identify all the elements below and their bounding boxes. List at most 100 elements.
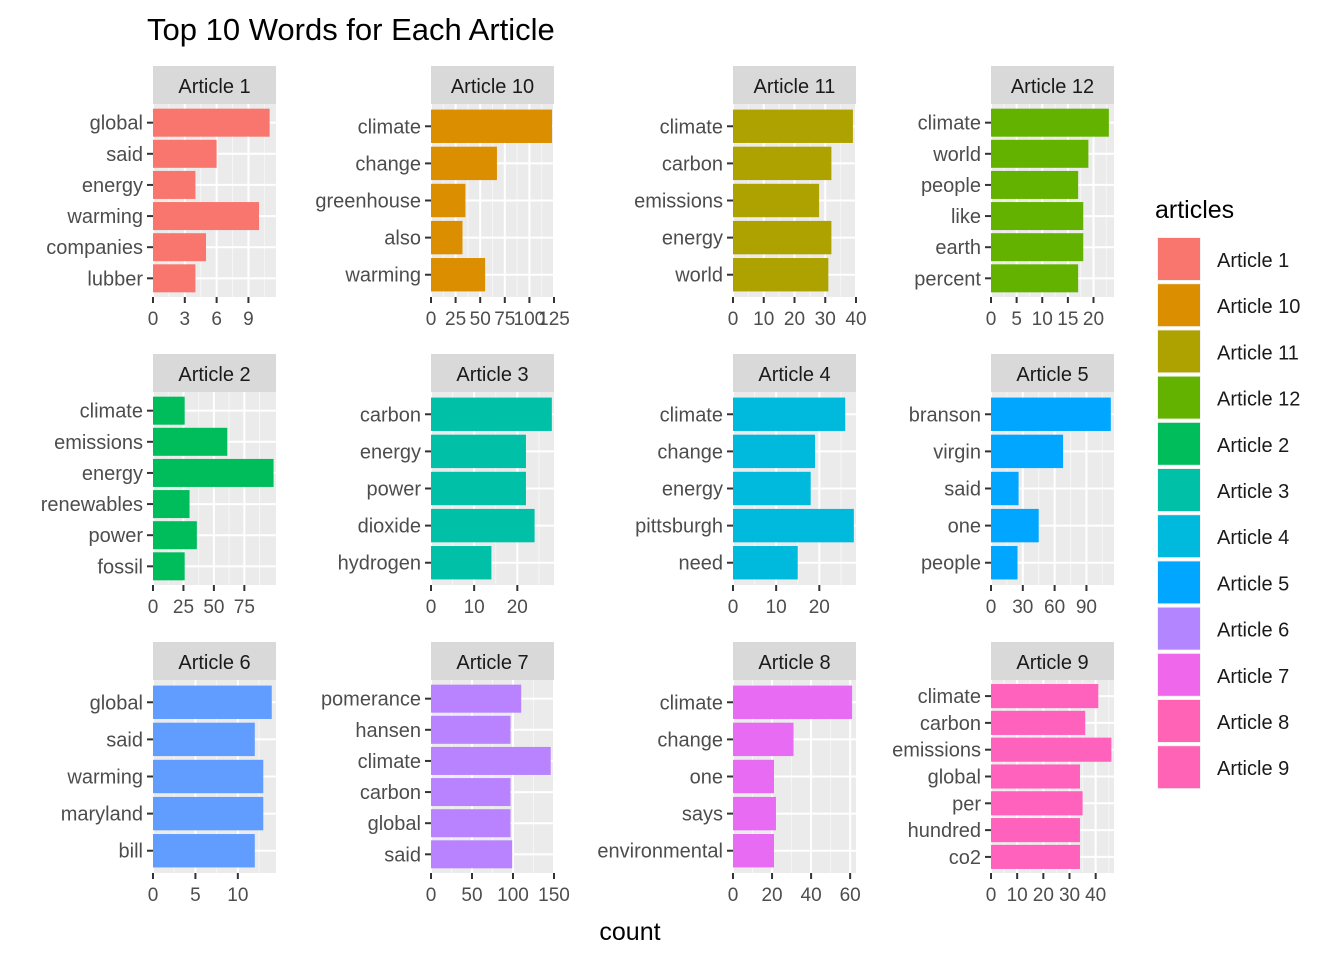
bar	[153, 202, 260, 231]
category-label: carbon	[920, 713, 981, 735]
bar	[991, 818, 1080, 843]
x-tick-label: 0	[426, 885, 437, 906]
category-label: pittsburgh	[635, 516, 723, 538]
category-label: hansen	[355, 720, 421, 742]
category-label: change	[657, 729, 723, 751]
x-tick-label: 0	[148, 309, 159, 330]
bar	[991, 508, 1039, 543]
bar	[431, 183, 466, 218]
bar	[153, 552, 185, 581]
x-tick-label: 75	[494, 309, 515, 330]
legend-key	[1158, 700, 1200, 742]
x-tick-label: 90	[1076, 597, 1097, 618]
facet-panel: Article 6 global said warming maryland bill 0 5…	[61, 642, 276, 906]
bar	[153, 139, 217, 168]
bar	[991, 139, 1089, 168]
category-label: warming	[66, 206, 143, 228]
category-label: virgin	[933, 441, 981, 463]
category-label: global	[928, 767, 981, 789]
bar	[153, 233, 207, 262]
category-label: hydrogen	[338, 553, 421, 575]
facet-title: Article 4	[758, 364, 830, 386]
legend-entry: Article 6	[1157, 606, 1289, 651]
legend-label: Article 8	[1217, 712, 1289, 734]
category-label: energy	[360, 441, 421, 463]
category-label: carbon	[662, 153, 723, 175]
category-label: per	[952, 793, 981, 815]
x-tick-label: 20	[761, 885, 782, 906]
bar	[733, 546, 798, 580]
bar	[431, 840, 513, 869]
x-tick-label: 0	[728, 885, 739, 906]
category-label: carbon	[360, 404, 421, 426]
facet-strip	[991, 354, 1114, 392]
category-label: fossil	[97, 556, 143, 578]
facet-title: Article 6	[178, 652, 250, 674]
bar	[153, 170, 196, 199]
x-tick-label: 30	[1059, 885, 1080, 906]
facet-title: Article 1	[178, 76, 250, 98]
category-label: carbon	[360, 782, 421, 804]
facet-strip	[733, 642, 856, 680]
category-label: says	[682, 804, 723, 826]
category-label: climate	[918, 686, 981, 708]
legend-entry: Article 11	[1157, 329, 1299, 374]
category-label: warming	[66, 767, 143, 789]
category-label: energy	[662, 228, 723, 250]
facet-strip	[153, 642, 276, 680]
legend-label: Article 7	[1217, 666, 1289, 688]
legend-entry: Article 1	[1157, 237, 1289, 281]
bar	[733, 759, 774, 794]
bar	[431, 809, 511, 838]
bar	[991, 170, 1079, 199]
category-label: said	[106, 144, 143, 166]
facet-title: Article 3	[456, 364, 528, 386]
category-label: said	[384, 844, 421, 866]
facet-title: Article 5	[1016, 364, 1088, 386]
bar	[991, 202, 1084, 231]
x-tick-label: 50	[470, 309, 491, 330]
legend-key	[1158, 238, 1200, 280]
legend-key	[1158, 607, 1200, 650]
bar	[733, 183, 820, 218]
category-label: said	[944, 479, 981, 501]
legend-entry: Article 9	[1157, 745, 1289, 790]
category-label: global	[90, 113, 143, 135]
bar	[431, 546, 492, 580]
facet-title: Article 2	[178, 364, 250, 386]
bar	[153, 264, 196, 293]
x-tick-label: 20	[809, 597, 830, 618]
category-label: power	[89, 525, 144, 547]
legend-key	[1158, 469, 1200, 511]
category-label: climate	[660, 692, 723, 714]
bar	[153, 722, 255, 757]
category-label: world	[932, 144, 981, 166]
bar	[153, 396, 185, 425]
bar	[991, 397, 1111, 431]
category-label: warming	[344, 265, 421, 287]
legend-key	[1158, 746, 1200, 789]
legend-label: Article 11	[1217, 342, 1299, 364]
category-label: climate	[918, 113, 981, 135]
category-label: branson	[909, 404, 981, 426]
legend-entry: Article 3	[1157, 468, 1289, 512]
x-tick-label: 3	[180, 309, 191, 330]
bar	[991, 546, 1018, 580]
bar	[991, 684, 1099, 709]
category-label: one	[948, 516, 981, 538]
category-label: global	[368, 813, 421, 835]
x-tick-label: 0	[986, 309, 997, 330]
x-tick-label: 40	[801, 885, 822, 906]
category-label: climate	[358, 116, 421, 138]
category-label: people	[921, 175, 981, 197]
x-tick-label: 0	[426, 597, 437, 618]
x-tick-label: 40	[845, 309, 866, 330]
x-tick-label: 0	[986, 885, 997, 906]
facet-panel: Article 1 global said energy warming companie…	[46, 66, 276, 330]
category-label: dioxide	[358, 516, 421, 538]
bar	[733, 146, 832, 181]
bar	[153, 685, 272, 719]
chart-title: Top 10 Words for Each Article	[147, 12, 555, 47]
bar	[733, 685, 853, 719]
legend: articles Article 1 Article 10 Article 11 Ar…	[1155, 196, 1300, 790]
